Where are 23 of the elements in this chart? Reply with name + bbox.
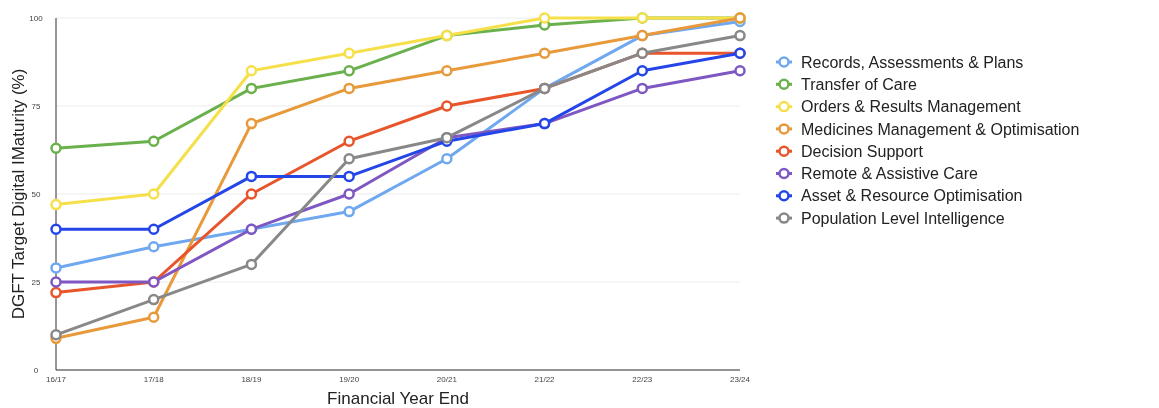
- x-tick-label: 23/24: [729, 375, 751, 384]
- y-tick-label: 50: [31, 189, 41, 199]
- y-tick-label: 75: [31, 101, 41, 111]
- y-tick-label: 0: [33, 365, 39, 375]
- y-tick-label: 100: [29, 13, 44, 23]
- legend-label: Population Level Intelligence: [801, 209, 1005, 227]
- legend-label: Orders & Results Management: [801, 98, 1022, 116]
- x-tick-label: 18/19: [241, 375, 262, 384]
- x-tick-label: 16/17: [45, 375, 67, 384]
- x-tick-label: 21/22: [534, 375, 556, 384]
- legend-label: Records, Assessments & Plans: [801, 53, 1024, 71]
- x-tick-label: 19/20: [339, 375, 360, 384]
- x-axis-title: Financial Year End: [327, 389, 469, 408]
- x-tick-label: 22/23: [632, 375, 653, 384]
- legend-label: Transfer of Care: [801, 75, 917, 93]
- x-tick-label: 20/21: [436, 375, 458, 384]
- legend-label: Decision Support: [801, 142, 924, 160]
- x-tick-label: 17/18: [143, 375, 165, 384]
- y-axis-title: DGFT Target Digital IMaturity (%): [9, 68, 28, 320]
- legend-label: Medicines Management & Optimisation: [801, 120, 1080, 138]
- y-tick-label: 25: [31, 277, 41, 287]
- legend-label: Asset & Resource Optimisation: [801, 187, 1023, 205]
- legend-label: Remote & Assistive Care: [801, 165, 979, 183]
